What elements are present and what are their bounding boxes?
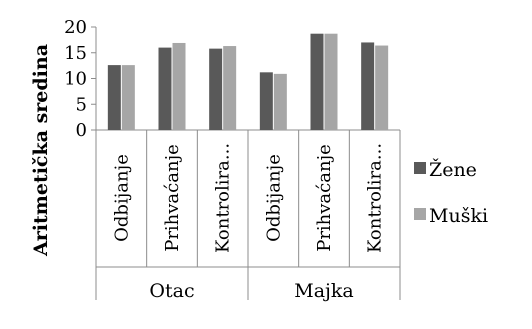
axis-labels: 0 5 10 15 20 Odbijanje Prihvaćanje Kontrolira..… <box>30 17 386 302</box>
y-tick-label: 20 <box>64 17 87 38</box>
legend-swatch-1 <box>414 208 426 220</box>
bar-žene-3 <box>259 72 273 130</box>
category-label: Prihvaćanje <box>162 144 183 252</box>
category-label: Odbijanje <box>263 154 284 242</box>
bar-žene-1 <box>158 47 172 130</box>
legend: Žene Muški <box>414 158 488 227</box>
axes <box>91 26 401 300</box>
legend-label-1: Muški <box>429 205 488 227</box>
y-tick-label: 10 <box>64 69 87 90</box>
bar-muški-1 <box>172 42 186 131</box>
y-tick-label: 5 <box>76 94 87 115</box>
bar-žene-5 <box>361 42 375 131</box>
category-label: Kontrolira... <box>213 143 234 253</box>
y-tick-label: 15 <box>64 43 87 64</box>
bar-muški-2 <box>223 46 237 130</box>
bar-muški-4 <box>324 33 338 130</box>
bar-žene-2 <box>209 48 223 130</box>
bar-žene-4 <box>310 33 324 130</box>
bar-muški-5 <box>375 45 389 130</box>
category-label: Prihvaćanje <box>314 144 335 252</box>
bars <box>107 33 389 131</box>
y-tick-label: 0 <box>76 120 87 141</box>
legend-swatch-0 <box>414 162 426 174</box>
group-label: Otac <box>149 280 194 302</box>
group-label: Majka <box>294 280 354 302</box>
y-axis-title: Aritmetička sredina <box>30 44 52 257</box>
category-label: Kontrolira... <box>365 143 386 253</box>
legend-label-0: Žene <box>429 158 477 181</box>
category-label: Odbijanje <box>111 154 132 242</box>
bar-žene-0 <box>107 65 121 130</box>
bar-muški-0 <box>121 65 135 130</box>
bar-muški-3 <box>273 73 287 130</box>
